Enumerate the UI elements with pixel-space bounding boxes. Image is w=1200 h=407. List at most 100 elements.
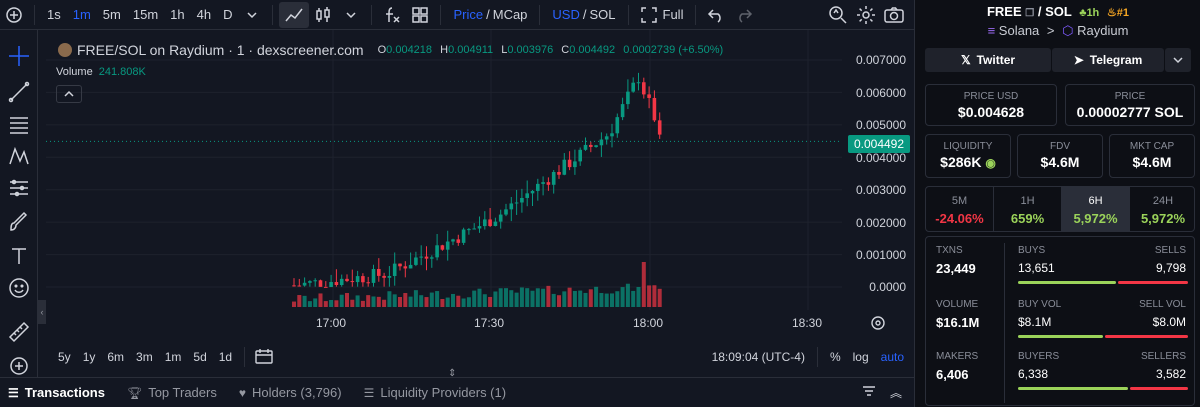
volume-bar: [551, 293, 556, 307]
range-1y[interactable]: 1y: [82, 350, 96, 364]
candle-body: [657, 120, 662, 135]
emoji-tool-button[interactable]: [7, 276, 31, 300]
volume-bar: [466, 297, 471, 307]
redo-button[interactable]: [730, 0, 758, 30]
price-option[interactable]: Price: [453, 7, 484, 22]
candle-body: [546, 182, 551, 185]
indicators-button[interactable]: [378, 0, 406, 30]
candles-chart-type-button[interactable]: [309, 0, 337, 30]
candle-body: [329, 282, 333, 288]
interval-4h[interactable]: 4h: [196, 7, 212, 22]
percent-scale-button[interactable]: %: [829, 350, 841, 364]
sells-value: 9,798: [1155, 261, 1186, 275]
candle-body: [419, 256, 423, 258]
zoom-in-tool-button[interactable]: [7, 354, 31, 378]
chain-name[interactable]: Solana: [998, 23, 1040, 38]
volume-bar: [594, 286, 599, 307]
quick-search-button[interactable]: [824, 0, 852, 30]
sol-option[interactable]: SOL: [589, 7, 616, 22]
range-5d[interactable]: 5d: [193, 350, 207, 364]
auto-scale-button[interactable]: auto: [880, 350, 904, 364]
timezone-clock[interactable]: 18:09:04 (UTC-4): [711, 350, 805, 364]
interval-1h[interactable]: 1h: [170, 7, 185, 22]
sellers-label: SELLERS: [1140, 351, 1186, 362]
pattern-tool-button[interactable]: [7, 144, 31, 168]
expand-panel-button[interactable]: ︽: [886, 384, 914, 401]
trend-line-tool-button[interactable]: [7, 80, 31, 104]
buyers-ratio-bar: [1018, 387, 1128, 390]
volume-bar: [599, 293, 604, 307]
zoom-in-icon: [10, 357, 28, 375]
range-1d[interactable]: 1d: [218, 350, 233, 364]
chart-type-dropdown-button[interactable]: [337, 0, 365, 30]
period-24h[interactable]: 24H 5,972%: [1130, 187, 1194, 231]
price-mcap-toggle[interactable]: Price / MCap: [447, 0, 533, 30]
undo-button[interactable]: [702, 0, 730, 30]
dex-name[interactable]: Raydium: [1077, 23, 1129, 38]
chevron-down-icon: [247, 11, 258, 18]
grid-icon: [412, 6, 429, 23]
interval-5m[interactable]: 5m: [102, 7, 121, 22]
tab-transactions[interactable]: ☰ Transactions: [0, 378, 119, 407]
volume-bar: [525, 288, 530, 307]
interval-dropdown-button[interactable]: [238, 0, 266, 30]
volume-bar: [323, 301, 328, 307]
lock-icon[interactable]: ◉: [985, 156, 996, 170]
twitter-button[interactable]: 𝕏 Twitter: [925, 48, 1051, 72]
fullscreen-button[interactable]: Full: [635, 0, 690, 30]
brush-tool-button[interactable]: [7, 210, 31, 234]
settings-button[interactable]: [852, 0, 880, 30]
chart-settings-button[interactable]: [870, 315, 886, 336]
go-to-date-button[interactable]: [255, 348, 273, 367]
trending-rank-badge[interactable]: ♨#1: [1107, 7, 1129, 19]
volume-bar: [610, 293, 614, 307]
measure-tool-button[interactable]: [7, 320, 31, 344]
period-change: -24.06%: [935, 211, 984, 226]
telegram-button[interactable]: ➤ Telegram: [1052, 48, 1164, 72]
volume-bar: [557, 295, 561, 307]
interval-1s[interactable]: 1s: [47, 7, 61, 22]
range-6m[interactable]: 6m: [107, 350, 125, 364]
snapshot-button[interactable]: [880, 0, 908, 30]
tab-holders[interactable]: ♥ Holders (3,796): [231, 378, 356, 407]
txns-label: TXNS: [936, 245, 963, 256]
usd-option[interactable]: USD: [552, 7, 580, 22]
copy-icon[interactable]: ❐: [1025, 8, 1035, 19]
tab-top-traders[interactable]: 🏆︎ Top Traders: [119, 378, 231, 407]
fib-tool-button[interactable]: [7, 112, 31, 136]
chart-canvas[interactable]: [46, 30, 914, 344]
price-axis-tick: 0.001000: [855, 248, 906, 262]
liquidity-card: LIQUIDITY $286K ◉: [925, 134, 1011, 178]
log-scale-button[interactable]: log: [852, 350, 869, 364]
range-5y[interactable]: 5y: [58, 350, 71, 364]
candle-body: [498, 214, 503, 222]
crosshair-tool-button[interactable]: [7, 44, 31, 68]
text-tool-button[interactable]: [7, 244, 31, 268]
price-chart[interactable]: FREE/SOL on Raydium · 1 · dexscreener.co…: [46, 30, 914, 344]
more-links-button[interactable]: [1165, 48, 1191, 72]
period-5m[interactable]: 5M -24.06%: [926, 187, 994, 231]
collapse-legend-button[interactable]: [56, 85, 82, 103]
tab-liquidity-providers[interactable]: ☰ Liquidity Providers (1): [356, 378, 520, 407]
interval-d[interactable]: D: [223, 7, 233, 22]
interval-15m[interactable]: 15m: [132, 7, 159, 22]
filter-button[interactable]: [852, 385, 886, 400]
mcap-option[interactable]: MCap: [492, 7, 528, 22]
candle-body: [620, 104, 625, 118]
period-6h[interactable]: 6H 5,972%: [1062, 187, 1130, 231]
range-3m[interactable]: 3m: [136, 350, 153, 364]
candle-body: [451, 239, 455, 242]
period-1h[interactable]: 1H 659%: [994, 187, 1062, 231]
range-1m[interactable]: 1m: [164, 350, 182, 364]
add-symbol-button[interactable]: [0, 0, 28, 30]
prediction-tool-button[interactable]: [7, 176, 31, 200]
line-chart-type-button[interactable]: [279, 1, 310, 28]
layouts-button[interactable]: [406, 0, 434, 30]
candle-body: [573, 161, 577, 168]
interval-1m[interactable]: 1m: [72, 7, 91, 22]
currency-toggle[interactable]: USD / SOL: [546, 0, 621, 30]
collapse-toolbar-button[interactable]: ‹: [38, 300, 46, 324]
resize-handle[interactable]: ⇕: [448, 368, 457, 379]
low-label: L: [501, 44, 508, 56]
buy-vol-value: $8.1M: [1018, 315, 1052, 329]
